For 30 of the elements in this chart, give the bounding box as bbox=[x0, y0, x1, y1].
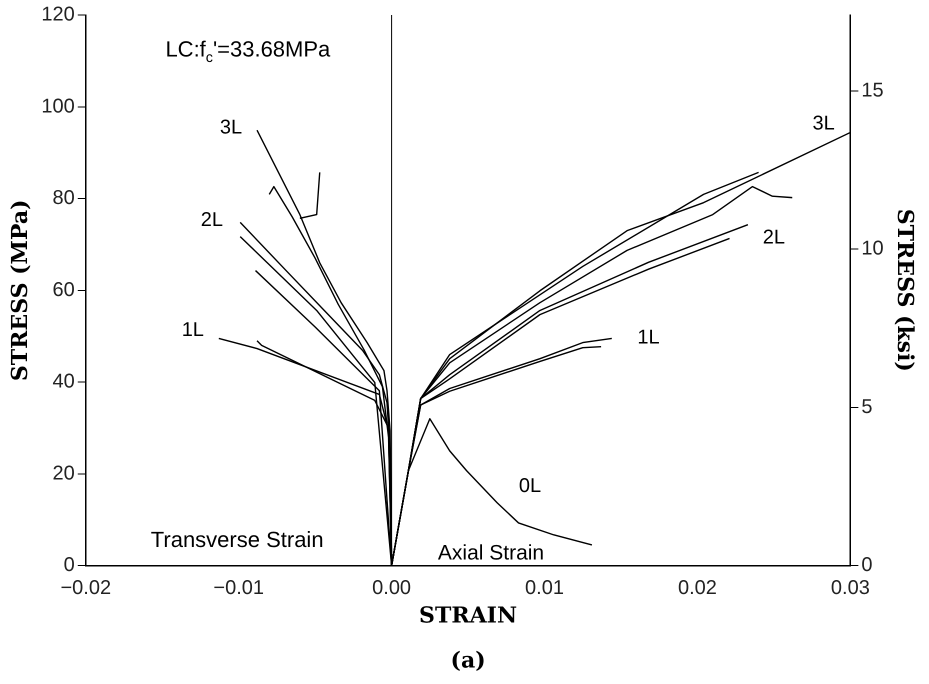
annotation: 1L bbox=[637, 326, 660, 349]
y-tick-label: 0 bbox=[64, 554, 75, 576]
y-tick-label: 80 bbox=[52, 187, 75, 210]
y-axis-title: STRESS (MPa) bbox=[6, 199, 33, 382]
text: (a) bbox=[450, 647, 486, 674]
y-tick-label: 120 bbox=[41, 4, 75, 26]
x-tick-label: 0.03 bbox=[830, 577, 870, 600]
annotation: 1L bbox=[182, 319, 204, 342]
y-tick-label: 100 bbox=[41, 95, 75, 118]
x-tick-label: 0.01 bbox=[525, 577, 564, 600]
y2-tick-label: 10 bbox=[861, 238, 884, 260]
y-tick-label: 60 bbox=[52, 278, 75, 301]
x-tick-label: −0.02 bbox=[60, 577, 112, 600]
y2-tick-label: 0 bbox=[861, 554, 872, 576]
y2-axis-title: STRESS (ksi) bbox=[892, 208, 918, 372]
annotation: 3L bbox=[812, 112, 835, 135]
annotation: 0L bbox=[518, 474, 542, 497]
y2-tick-label: 15 bbox=[861, 79, 884, 102]
annotation: 3L bbox=[220, 116, 242, 138]
annotation: Axial Strain bbox=[438, 541, 544, 564]
x-axis-title: STRAIN bbox=[419, 602, 518, 629]
annotation: 2L bbox=[762, 226, 786, 249]
x-tick-label: 0.00 bbox=[372, 577, 412, 600]
y2-tick-label: 5 bbox=[861, 396, 872, 418]
x-tick-label: 0.02 bbox=[678, 577, 717, 600]
annotation: 2L bbox=[200, 208, 224, 231]
y-tick-label: 40 bbox=[52, 370, 75, 393]
x-tick-label: −0.01 bbox=[213, 577, 264, 600]
annotation: Transverse Strain bbox=[150, 526, 324, 552]
y-tick-label: 20 bbox=[52, 462, 75, 484]
